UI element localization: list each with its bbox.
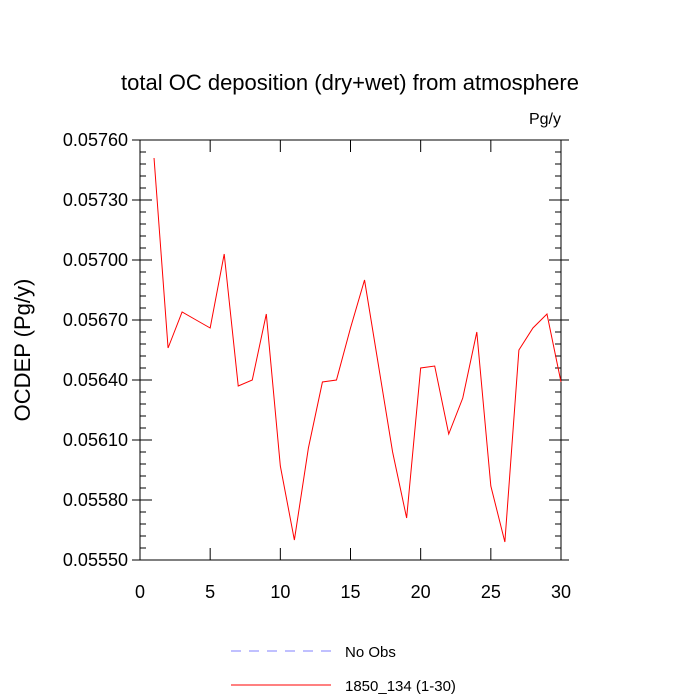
y-tick-label: 0.05700 (63, 250, 128, 270)
y-tick-label: 0.05610 (63, 430, 128, 450)
legend: No Obs 1850_134 (1-30) (231, 644, 456, 695)
x-tick-label: 0 (135, 582, 145, 602)
legend-label-1: 1850_134 (1-30) (345, 678, 456, 695)
series-line-0 (153, 157, 562, 543)
x-tick-label: 20 (411, 582, 431, 602)
legend-label-0: No Obs (345, 644, 396, 661)
y-tick-label: 0.05550 (63, 550, 128, 570)
y-tick-label: 0.05640 (63, 370, 128, 390)
x-tick-label: 30 (551, 582, 571, 602)
units-label: Pg/y (529, 111, 561, 128)
y-tick-label: 0.05760 (63, 130, 128, 150)
y-tick-label: 0.05670 (63, 310, 128, 330)
y-axis-label: OCDEP (Pg/y) (10, 279, 35, 422)
chart-title: total OC deposition (dry+wet) from atmos… (121, 70, 579, 95)
x-tick-label: 5 (205, 582, 215, 602)
x-tick-label: 15 (340, 582, 360, 602)
y-tick-label: 0.05580 (63, 490, 128, 510)
y-tick-label: 0.05730 (63, 190, 128, 210)
plot-area: 0 5 10 15 20 25 30 0.05550 0.05580 0.05610 0.05640… (63, 130, 571, 602)
x-tick-label: 25 (481, 582, 501, 602)
x-tick-label: 10 (270, 582, 290, 602)
